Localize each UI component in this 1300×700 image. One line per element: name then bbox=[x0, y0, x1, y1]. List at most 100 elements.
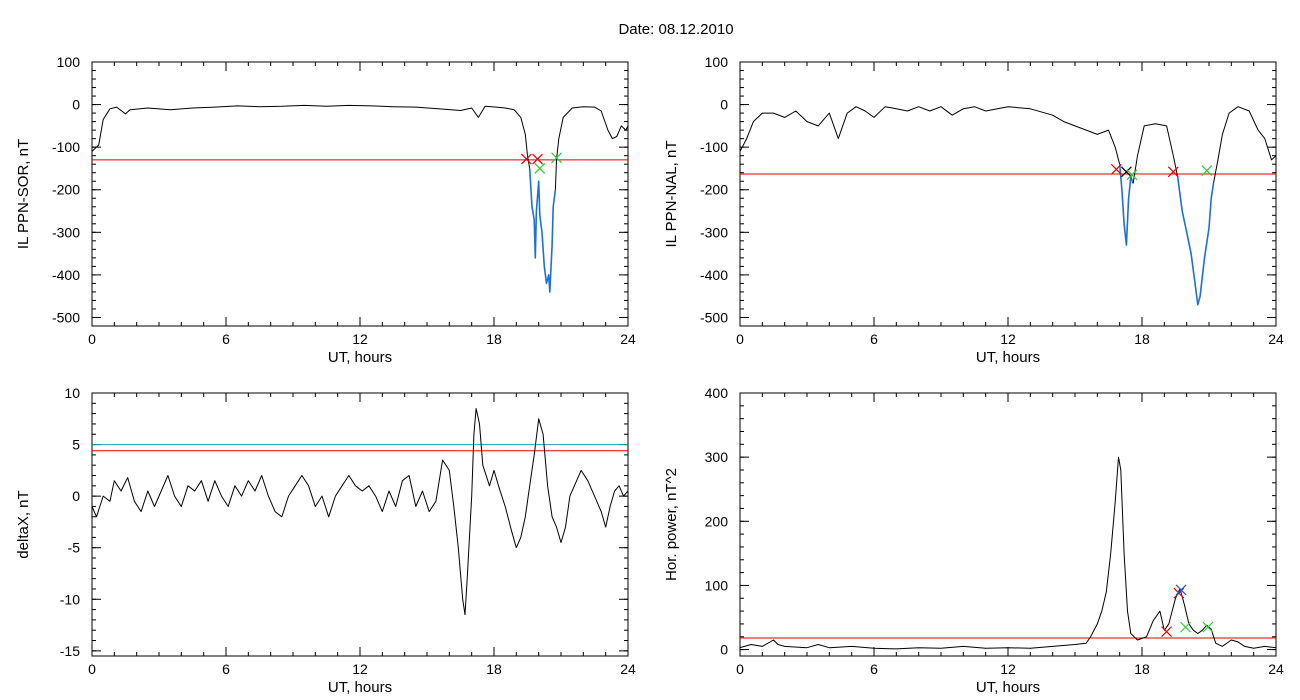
x-tick-label: 18 bbox=[486, 661, 502, 677]
cross-marker-stroke bbox=[1161, 626, 1172, 638]
y-tick-label: -300 bbox=[52, 224, 80, 240]
cross-marker-stroke bbox=[1120, 166, 1132, 178]
cross-marker-red bbox=[1167, 166, 1179, 178]
plot-area bbox=[92, 104, 628, 293]
chart-panel-bottom-right: 0 6 12 18 24 400 300 200 100 0 UT, hours Hor. power… bbox=[663, 385, 1284, 696]
cross-marker-red bbox=[1173, 587, 1185, 599]
x-tick-label: 0 bbox=[736, 331, 744, 347]
y-tick-label: -100 bbox=[700, 139, 728, 155]
y-tick-label: 0 bbox=[720, 97, 728, 113]
series-line-black bbox=[1132, 123, 1179, 184]
y-tick-label: -400 bbox=[700, 267, 728, 283]
cross-marker-stroke bbox=[1175, 584, 1187, 596]
x-axis-label: UT, hours bbox=[976, 349, 1040, 366]
cross-marker-stroke bbox=[1173, 587, 1185, 599]
cross-marker-black bbox=[1120, 166, 1132, 178]
x-tick-label: 6 bbox=[870, 331, 878, 347]
cross-marker-red bbox=[1110, 163, 1122, 175]
series-line-black bbox=[740, 106, 1121, 165]
cross-marker-green bbox=[1180, 621, 1191, 633]
cross-marker-stroke bbox=[532, 153, 543, 165]
x-tick-label: 18 bbox=[486, 331, 502, 347]
cross-marker-red bbox=[532, 153, 543, 165]
y-tick-label: 400 bbox=[705, 385, 729, 401]
y-tick-label: 0 bbox=[72, 488, 80, 504]
cross-marker-stroke bbox=[520, 153, 532, 165]
y-tick-label: -200 bbox=[700, 182, 728, 198]
chart-panel-top-left: 0 6 12 18 24 100 0 -100 -200 -300 -400 -500 UT, hour… bbox=[15, 54, 636, 366]
cross-marker-green bbox=[534, 163, 546, 174]
y-tick-label: 100 bbox=[57, 54, 81, 70]
y-axis-label: IL PPN-SOR, nT bbox=[15, 139, 32, 249]
cross-marker-stroke bbox=[1202, 621, 1214, 633]
x-tick-label: 18 bbox=[1134, 331, 1150, 347]
cross-marker-stroke bbox=[1167, 166, 1179, 178]
x-tick-label: 18 bbox=[1134, 661, 1150, 677]
plot-frame bbox=[739, 392, 1277, 657]
series-line-black bbox=[554, 106, 628, 190]
x-tick-label: 12 bbox=[352, 331, 368, 347]
x-tick-label: 24 bbox=[1268, 331, 1284, 347]
x-tick-label: 0 bbox=[736, 661, 744, 677]
figure-title: Date: 08.12.2010 bbox=[618, 21, 733, 38]
chart-panel-top-right: 0 6 12 18 24 100 0 -100 -200 -300 -400 -500 UT, hour… bbox=[663, 54, 1284, 366]
x-tick-label: 6 bbox=[222, 661, 230, 677]
x-tick-label: 6 bbox=[870, 661, 878, 677]
plot-area bbox=[740, 106, 1276, 306]
cross-marker-stroke bbox=[551, 152, 562, 164]
y-tick-label: -300 bbox=[700, 224, 728, 240]
y-tick-label: -5 bbox=[68, 540, 81, 556]
x-tick-label: 24 bbox=[620, 661, 636, 677]
series-line-black bbox=[92, 408, 628, 616]
cross-marker-stroke bbox=[534, 163, 546, 174]
y-tick-label: 200 bbox=[705, 513, 729, 529]
x-tick-label: 24 bbox=[620, 331, 636, 347]
y-tick-label: -500 bbox=[700, 309, 728, 325]
y-tick-label: -100 bbox=[52, 139, 80, 155]
y-tick-label: 0 bbox=[720, 642, 728, 658]
x-tick-label: 0 bbox=[88, 331, 96, 347]
x-tick-label: 6 bbox=[222, 331, 230, 347]
x-tick-label: 12 bbox=[352, 661, 368, 677]
x-axis-label: UT, hours bbox=[976, 679, 1040, 696]
cross-marker-stroke bbox=[1180, 621, 1191, 633]
cross-marker-red bbox=[520, 153, 532, 165]
cross-marker-blue bbox=[1175, 584, 1187, 596]
x-tick-label: 0 bbox=[88, 661, 96, 677]
plot-frame bbox=[91, 392, 629, 657]
y-tick-label: -400 bbox=[52, 267, 80, 283]
plot-frame bbox=[91, 61, 629, 327]
cross-marker-stroke bbox=[1126, 169, 1138, 181]
y-axis-label: IL PPN-NAL, nT bbox=[663, 141, 680, 248]
x-tick-label: 12 bbox=[1000, 331, 1016, 347]
series-line-blue bbox=[528, 168, 557, 293]
x-axis-label: UT, hours bbox=[328, 679, 392, 696]
series-line-black bbox=[1213, 106, 1276, 184]
y-tick-label: 10 bbox=[64, 385, 80, 401]
y-tick-label: 300 bbox=[705, 449, 729, 465]
plot-area bbox=[92, 408, 628, 616]
y-tick-label: -10 bbox=[60, 591, 80, 607]
cross-marker-green bbox=[551, 152, 562, 164]
y-tick-label: -500 bbox=[52, 309, 80, 325]
y-tick-label: -15 bbox=[60, 643, 80, 659]
series-line-blue bbox=[1176, 176, 1215, 306]
series-line-black bbox=[740, 456, 1276, 650]
x-axis-label: UT, hours bbox=[328, 349, 392, 366]
cross-marker-stroke bbox=[1110, 163, 1122, 175]
cross-marker-green bbox=[1126, 169, 1138, 181]
y-axis-label: deltaX, nT bbox=[15, 490, 32, 558]
y-tick-label: -200 bbox=[52, 182, 80, 198]
cross-marker-stroke bbox=[1201, 165, 1213, 177]
cross-marker-red bbox=[1161, 626, 1172, 638]
plot-area bbox=[740, 456, 1276, 650]
x-tick-label: 12 bbox=[1000, 661, 1016, 677]
y-axis-label: Hor. power, nT^2 bbox=[663, 468, 680, 581]
y-tick-label: 5 bbox=[72, 437, 80, 453]
y-tick-label: 100 bbox=[705, 577, 729, 593]
y-tick-label: 100 bbox=[705, 54, 729, 70]
series-line-black bbox=[92, 104, 531, 169]
cross-marker-green bbox=[1201, 165, 1213, 177]
chart-panel-bottom-left: 0 6 12 18 24 10 5 0 -5 -10 -15 UT, hours deltaX, nT bbox=[15, 385, 636, 696]
